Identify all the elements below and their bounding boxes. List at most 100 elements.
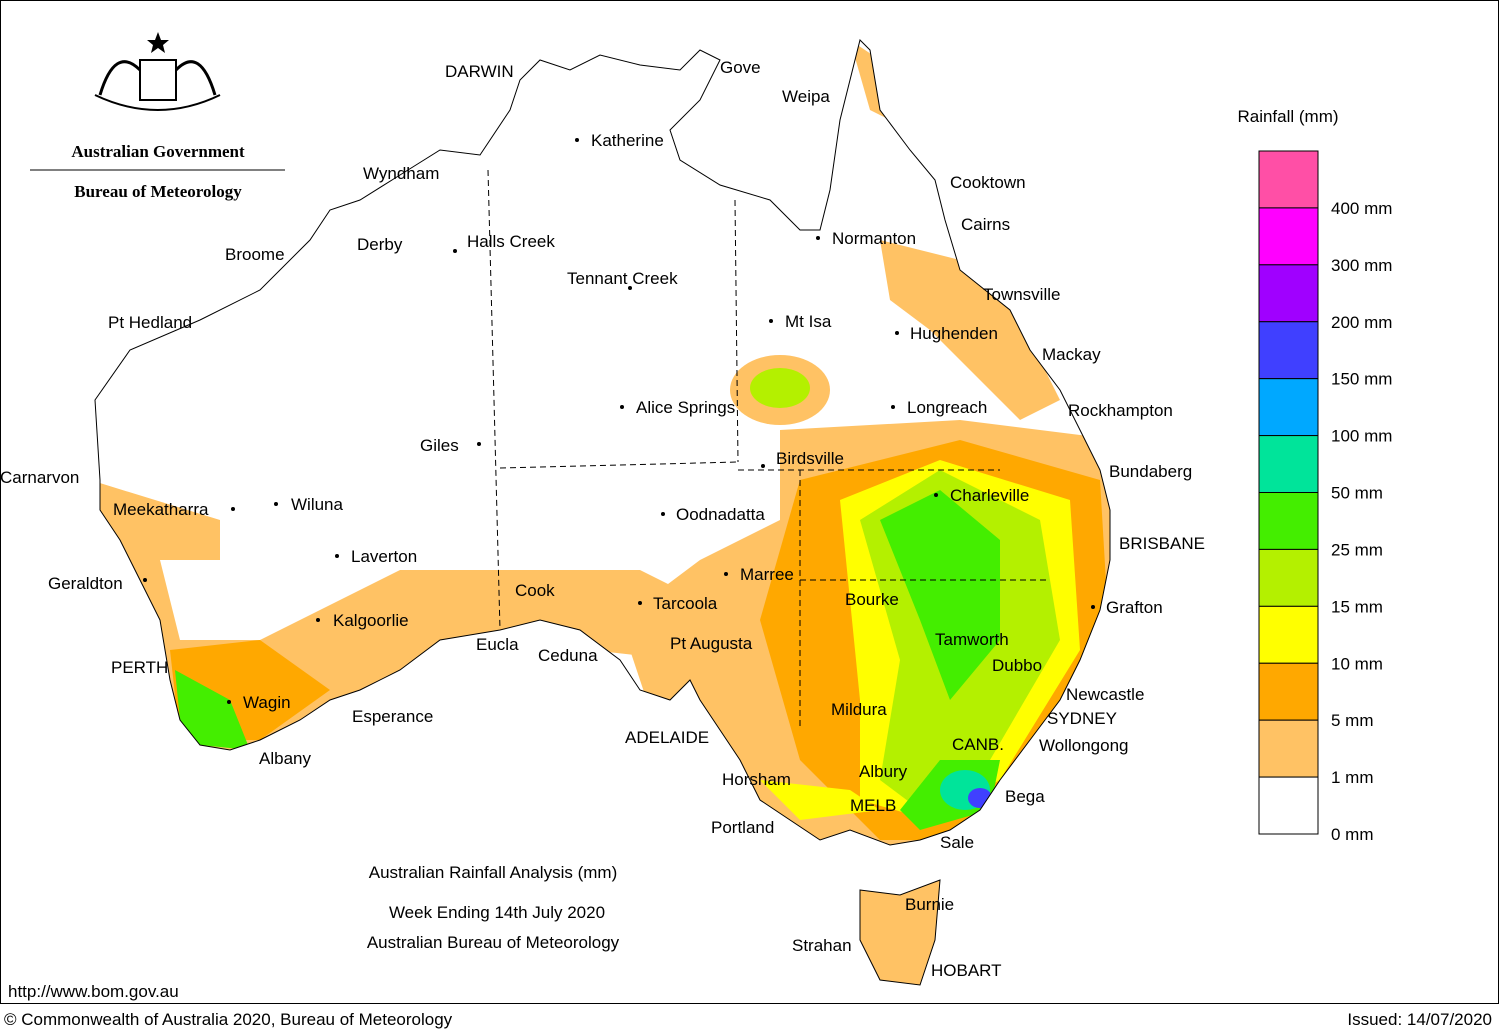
place-label: Newcastle bbox=[1066, 685, 1144, 704]
place-label: HOBART bbox=[931, 961, 1002, 980]
map-title: Australian Rainfall Analysis (mm) bbox=[369, 863, 617, 882]
place-label: Geraldton bbox=[48, 574, 123, 593]
place-label: Meekatharra bbox=[113, 500, 209, 519]
place-label: Mt Isa bbox=[785, 312, 832, 331]
place-label: Weipa bbox=[782, 87, 830, 106]
place-label: Bourke bbox=[845, 590, 899, 609]
place-label: Alice Springs bbox=[636, 398, 735, 417]
place-label: Normanton bbox=[832, 229, 916, 248]
legend-swatch bbox=[1258, 662, 1319, 721]
legend-label: 150 mm bbox=[1331, 370, 1392, 389]
legend-swatch bbox=[1258, 321, 1319, 380]
legend-swatch bbox=[1258, 492, 1319, 550]
legend-swatch bbox=[1258, 776, 1319, 835]
place-label: Laverton bbox=[351, 547, 417, 566]
place-label: Mackay bbox=[1042, 345, 1101, 364]
place-label: Cooktown bbox=[950, 173, 1026, 192]
place-label: Pt Augusta bbox=[670, 634, 753, 653]
place-label: Pt Hedland bbox=[108, 313, 192, 332]
legend-label: 1 mm bbox=[1331, 768, 1374, 787]
state-borders bbox=[487, 169, 1050, 730]
url: http://www.bom.gov.au bbox=[8, 982, 179, 1001]
place-label: Marree bbox=[740, 565, 794, 584]
place-dot bbox=[143, 578, 147, 582]
place-label: DARWIN bbox=[445, 62, 514, 81]
place-label: ADELAIDE bbox=[625, 728, 709, 747]
place-label: Albury bbox=[859, 762, 908, 781]
place-dot bbox=[769, 319, 773, 323]
place-label: SYDNEY bbox=[1047, 709, 1117, 728]
legend-swatch bbox=[1258, 605, 1319, 664]
place-label: Broome bbox=[225, 245, 285, 264]
place-dot bbox=[724, 572, 728, 576]
legend-title: Rainfall (mm) bbox=[1237, 107, 1338, 126]
place-label: Tamworth bbox=[935, 630, 1009, 649]
place-label: BRISBANE bbox=[1119, 534, 1205, 553]
legend-label: 5 mm bbox=[1331, 711, 1374, 730]
place-label: Albany bbox=[259, 749, 311, 768]
place-label: Birdsville bbox=[776, 449, 844, 468]
legend-label: 400 mm bbox=[1331, 199, 1392, 218]
place-dot bbox=[895, 331, 899, 335]
place-dot bbox=[661, 512, 665, 516]
legend-label: 10 mm bbox=[1331, 654, 1383, 673]
place-dot bbox=[274, 502, 278, 506]
map-source: Australian Bureau of Meteorology bbox=[367, 933, 620, 952]
legend-label: 50 mm bbox=[1331, 484, 1383, 503]
place-label: Eucla bbox=[476, 635, 519, 654]
place-dot bbox=[761, 464, 765, 468]
place-label: Rockhampton bbox=[1068, 401, 1173, 420]
legend-label: 300 mm bbox=[1331, 256, 1392, 275]
place-dot bbox=[453, 249, 457, 253]
place-label: Bega bbox=[1005, 787, 1045, 806]
place-label: Derby bbox=[357, 235, 403, 254]
place-labels: DARWIN Gove Weipa Katherine Cooktown Wyndham C… bbox=[0, 58, 1205, 980]
legend-label: 25 mm bbox=[1331, 540, 1383, 559]
copyright: © Commonwealth of Australia 2020, Bureau… bbox=[4, 1010, 453, 1029]
place-dot bbox=[1091, 605, 1095, 609]
place-label: Portland bbox=[711, 818, 774, 837]
place-dot bbox=[934, 493, 938, 497]
bureau-name: Bureau of Meteorology bbox=[74, 182, 242, 201]
place-label: Longreach bbox=[907, 398, 987, 417]
place-label: Cairns bbox=[961, 215, 1010, 234]
place-label: Burnie bbox=[905, 895, 954, 914]
place-label: Grafton bbox=[1106, 598, 1163, 617]
place-label: Wagin bbox=[243, 693, 291, 712]
place-dot bbox=[575, 138, 579, 142]
legend-label: 0 mm bbox=[1331, 825, 1374, 844]
place-label: Townsville bbox=[983, 285, 1060, 304]
place-dot bbox=[628, 286, 632, 290]
place-label: Charleville bbox=[950, 486, 1029, 505]
place-label: PERTH bbox=[111, 658, 168, 677]
issued: Issued: 14/07/2020 bbox=[1347, 1010, 1492, 1029]
map-subtitle: Week Ending 14th July 2020 bbox=[389, 903, 605, 922]
legend-swatch bbox=[1258, 207, 1319, 266]
place-label: Mildura bbox=[831, 700, 887, 719]
place-label: Esperance bbox=[352, 707, 433, 726]
legend-swatch bbox=[1258, 378, 1319, 437]
place-label: Cook bbox=[515, 581, 555, 600]
legend-swatch bbox=[1258, 150, 1319, 209]
place-label: Kalgoorlie bbox=[333, 611, 409, 630]
place-label: Giles bbox=[420, 436, 459, 455]
place-dot bbox=[638, 601, 642, 605]
place-label: MELB bbox=[850, 796, 896, 815]
place-label: Horsham bbox=[722, 770, 791, 789]
place-dot bbox=[477, 442, 481, 446]
place-label: Strahan bbox=[792, 936, 852, 955]
place-label: Dubbo bbox=[992, 656, 1042, 675]
place-dot bbox=[335, 554, 339, 558]
place-label: Halls Creek bbox=[467, 232, 555, 251]
place-label: Sale bbox=[940, 833, 974, 852]
logo bbox=[94, 32, 221, 111]
legend-swatch bbox=[1258, 548, 1319, 607]
place-label: Wyndham bbox=[363, 164, 439, 183]
place-label: Wollongong bbox=[1039, 736, 1128, 755]
place-label: Tennant Creek bbox=[567, 269, 678, 288]
place-label: CANB. bbox=[952, 735, 1004, 754]
place-label: Tarcoola bbox=[653, 594, 718, 613]
place-label: Ceduna bbox=[538, 646, 598, 665]
place-label: Gove bbox=[720, 58, 761, 77]
